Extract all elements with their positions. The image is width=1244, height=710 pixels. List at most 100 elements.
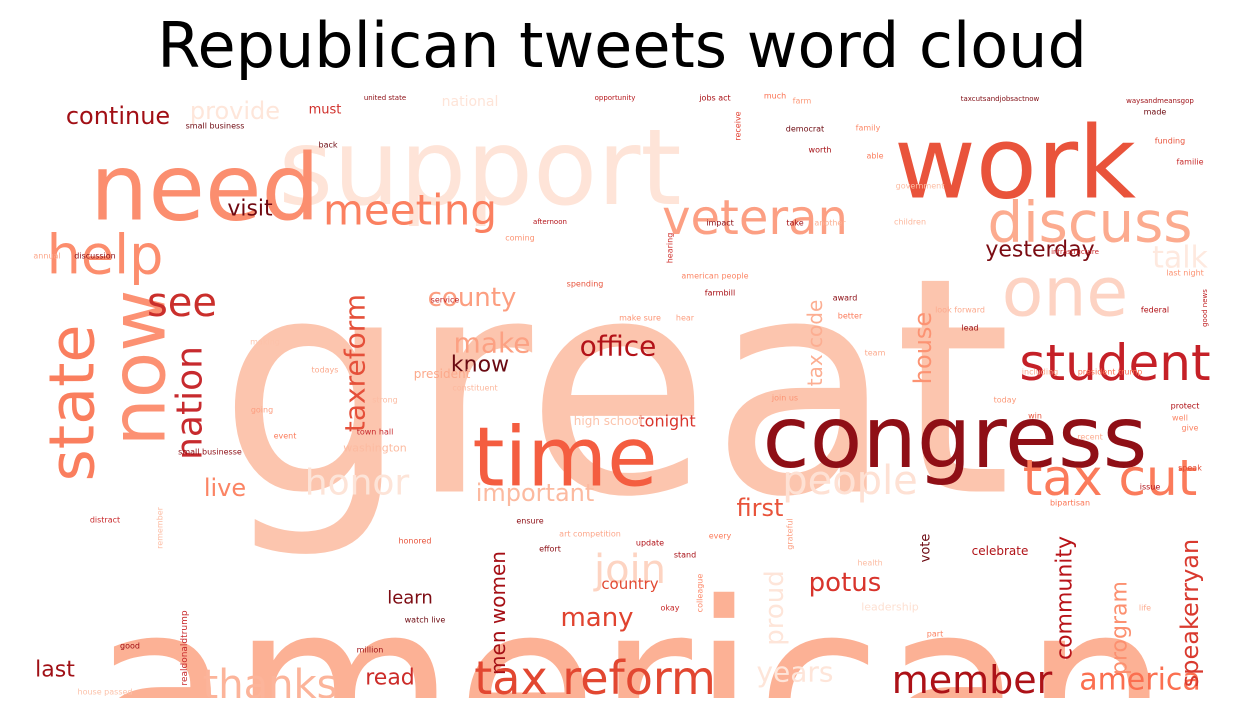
word-another: another <box>814 219 846 228</box>
word-men-women: men women <box>486 551 510 675</box>
word-worth: worth <box>809 146 832 155</box>
word-constituent: constituent <box>452 384 497 393</box>
word-know: know <box>451 353 509 378</box>
word-meeting: meeting <box>323 186 497 235</box>
word-health: health <box>857 559 882 568</box>
word-able: able <box>866 152 883 161</box>
word-provide: provide <box>190 97 280 125</box>
word-town-hall: town hall <box>357 428 394 437</box>
chart-title: Republican tweets word cloud <box>157 9 1087 82</box>
word-america: america <box>1079 663 1201 698</box>
word-tonight: tonight <box>638 412 695 431</box>
word-win: win <box>1028 412 1042 421</box>
word-bipartisan: bipartisan <box>1050 499 1090 508</box>
word-president: president <box>414 367 471 381</box>
word-part: part <box>927 630 943 639</box>
word-recent: recent <box>1077 433 1103 442</box>
word-office: office <box>580 330 657 363</box>
word-learn: learn <box>387 588 433 609</box>
word-celebrate: celebrate <box>972 544 1029 558</box>
word-first: first <box>737 494 784 522</box>
word-community: community <box>1053 536 1078 660</box>
word-american: american <box>91 555 1169 699</box>
word-many: many <box>560 603 633 633</box>
word-join: join <box>593 547 666 593</box>
word-washington: washington <box>343 442 406 455</box>
word-member: member <box>892 658 1053 698</box>
word-tax-code: tax code <box>803 300 827 387</box>
word-potus: potus <box>809 568 882 598</box>
word-make-sure: make sure <box>619 314 661 323</box>
word-national: national <box>442 94 499 110</box>
word-familie: familie <box>1176 158 1203 167</box>
word-support: support <box>278 107 681 229</box>
word-infrastructure: infrastructure <box>1051 248 1099 256</box>
word-stand: stand <box>674 551 696 560</box>
word-hearing: hearing <box>666 233 675 264</box>
word-honor: honor <box>305 463 410 504</box>
word-cloud: great american support work need congress time… <box>30 88 1215 698</box>
word-give: give <box>1182 424 1199 433</box>
word-annual: annual <box>33 252 60 261</box>
word-honored: honored <box>398 537 431 546</box>
word-effort: effort <box>539 545 561 554</box>
word-made: made <box>1144 108 1167 117</box>
word-event: event <box>274 432 297 441</box>
word-good-news: good news <box>1201 289 1209 327</box>
word-american-people: american people <box>681 272 748 281</box>
word-see: see <box>147 280 217 326</box>
word-team: team <box>865 349 886 358</box>
word-look-forward: look forward <box>935 306 985 315</box>
word-house-passed: house passed <box>78 688 133 697</box>
word-talk: talk <box>1152 241 1208 276</box>
word-grateful: grateful <box>786 518 795 549</box>
word-art-competition: art competition <box>559 530 621 539</box>
word-nation: nation <box>170 346 211 460</box>
word-continue: continue <box>66 102 170 130</box>
word-make: make <box>454 327 531 360</box>
word-afternoon: afternoon <box>533 218 567 226</box>
word-great: great <box>218 214 1011 563</box>
word-federal: federal <box>1141 306 1169 315</box>
word-help: help <box>47 224 164 287</box>
word-impact: impact <box>706 219 734 228</box>
word-issue: issue <box>1140 483 1161 492</box>
word-one: one <box>1002 254 1129 333</box>
word-speak: speak <box>1178 464 1202 473</box>
word-now: now <box>94 290 183 447</box>
word-service: service <box>431 296 460 305</box>
word-update: update <box>636 539 664 548</box>
word-opportunity: opportunity <box>595 94 636 102</box>
word-need: need <box>90 135 320 242</box>
word-farmbill: farmbill <box>705 289 735 298</box>
word-ensure: ensure <box>516 517 543 526</box>
word-million: million <box>357 646 384 655</box>
word-speakerryan: speakerryan <box>1176 539 1204 687</box>
word-veteran: veteran <box>662 190 848 246</box>
word-must: must <box>309 103 342 118</box>
word-last-night: last night <box>1166 269 1204 278</box>
word-president-trump: president trump <box>1078 368 1143 377</box>
word-program: program <box>1108 581 1133 675</box>
word-government: government <box>896 182 945 191</box>
word-visit: visit <box>227 197 273 222</box>
word-thanks: thanks <box>203 662 338 698</box>
word-last: last <box>35 658 75 683</box>
word-democrat: democrat <box>786 125 824 134</box>
word-distract: distract <box>90 516 120 525</box>
word-good: good <box>120 642 140 651</box>
word-better: better <box>838 312 863 321</box>
word-years: years <box>756 656 833 689</box>
word-taxreform: taxreform <box>339 294 372 432</box>
word-discuss: discuss <box>988 191 1193 256</box>
word-live: live <box>204 474 246 502</box>
word-life: life <box>1139 604 1151 613</box>
word-high-school: high school <box>574 414 642 428</box>
word-yesterday: yesterday <box>985 238 1094 263</box>
word-realdonaldtrump: realdonaldtrump <box>180 610 190 685</box>
word-united-state: united state <box>364 94 406 102</box>
word-take: take <box>786 219 803 228</box>
word-vote: vote <box>919 534 934 563</box>
word-county: county <box>428 283 517 313</box>
word-family: family <box>856 124 881 133</box>
